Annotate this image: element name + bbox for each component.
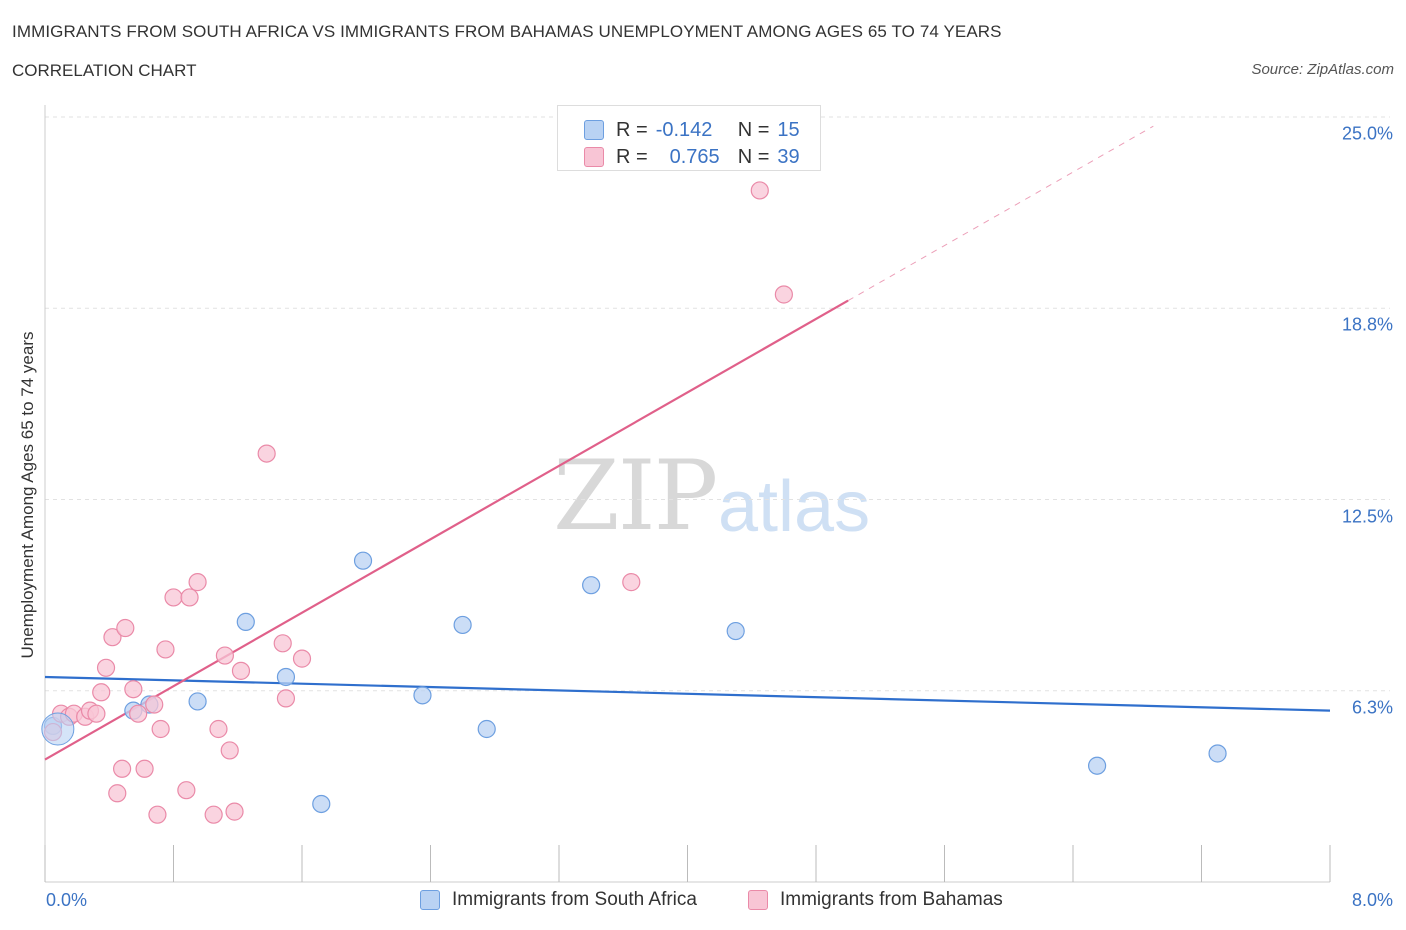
data-point-bahamas <box>112 759 132 778</box>
data-point-bahamas <box>151 719 170 739</box>
data-point-bahamas <box>292 649 312 668</box>
data-point-bahamas <box>156 640 175 659</box>
bottom-legend-swatch-bahamas <box>748 890 768 910</box>
correlation-legend: R = -0.142 N = 15 R = 0.765 N = 39 <box>557 105 821 171</box>
legend-n-value-south-africa: 15 <box>777 118 800 141</box>
data-point-bahamas <box>177 781 196 800</box>
bottom-legend-south-africa[interactable]: Immigrants from South Africa <box>420 889 697 911</box>
chart-title: IMMIGRANTS FROM SOUTH AFRICA VS IMMIGRAN… <box>12 22 1002 41</box>
data-point-bahamas <box>276 689 296 708</box>
data-point-bahamas <box>92 683 111 702</box>
watermark-zip: ZIP <box>553 440 718 552</box>
data-point-bahamas <box>273 634 292 653</box>
bottom-legend-label-bahamas: Immigrants from Bahamas <box>780 889 1003 910</box>
x-tick-label-min: 0.0% <box>46 890 88 910</box>
y-tick-label: 12.5% <box>1341 506 1393 526</box>
data-point-bahamas <box>188 573 207 592</box>
data-point-south-africa <box>1208 744 1227 763</box>
source-credit: Source: ZipAtlas.com <box>1251 61 1394 78</box>
legend-r-label: R = <box>616 145 648 168</box>
data-point-bahamas <box>215 646 234 665</box>
y-tick-label: 6.3% <box>1351 697 1393 718</box>
data-point-bahamas <box>148 805 167 824</box>
bottom-legend-label-south-africa: Immigrants from South Africa <box>452 889 697 910</box>
x-tick-label-max: 8.0% <box>1351 890 1393 910</box>
legend-n-value-bahamas: 39 <box>777 145 800 168</box>
data-point-bahamas <box>87 704 106 723</box>
data-point-bahamas <box>124 680 143 699</box>
data-point-bahamas <box>622 573 641 592</box>
data-point-south-africa <box>1087 756 1107 775</box>
data-point-bahamas <box>164 588 183 607</box>
data-point-bahamas <box>145 695 164 714</box>
data-point-bahamas <box>220 741 239 760</box>
bottom-legend-swatch-south-africa <box>420 890 440 910</box>
data-point-south-africa <box>312 794 331 814</box>
data-point-bahamas <box>209 719 228 739</box>
legend-row-bahamas: R = 0.765 N = 39 <box>584 143 800 171</box>
legend-swatch-bahamas <box>584 147 604 167</box>
chart-subtitle: CORRELATION CHART <box>12 61 197 80</box>
trend-line-extension-bahamas <box>847 125 1154 302</box>
legend-r-value-bahamas: 0.765 <box>669 145 720 168</box>
legend-swatch-south-africa <box>584 120 604 140</box>
data-point-bahamas <box>103 628 122 647</box>
watermark-atlas: atlas <box>718 467 871 547</box>
data-point-bahamas <box>108 784 127 803</box>
data-point-bahamas <box>96 658 116 677</box>
bottom-legend-bahamas[interactable]: Immigrants from Bahamas <box>748 889 1003 911</box>
data-point-south-africa <box>353 551 373 570</box>
data-point-cluster-south-africa <box>41 712 75 746</box>
data-point-bahamas <box>774 285 793 304</box>
y-tick-label: 18.8% <box>1341 314 1393 335</box>
data-point-bahamas <box>129 704 148 723</box>
data-point-bahamas <box>135 759 154 778</box>
trend-line-bahamas <box>44 299 849 761</box>
data-point-south-africa <box>582 576 601 595</box>
data-point-bahamas <box>116 618 135 638</box>
legend-r-value-south-africa: -0.142 <box>655 118 713 141</box>
legend-row-south-africa: R = -0.142 N = 15 <box>584 116 800 144</box>
data-point-bahamas <box>750 181 769 200</box>
data-point-south-africa <box>236 612 255 632</box>
data-point-south-africa <box>477 719 496 739</box>
data-point-bahamas <box>180 588 199 607</box>
data-point-south-africa <box>276 667 296 687</box>
legend-n-label: N = <box>737 118 770 141</box>
data-point-south-africa <box>413 686 432 705</box>
trend-line-south-africa <box>44 675 1331 712</box>
data-point-bahamas <box>225 802 244 821</box>
y-axis-label: Unemployment Among Ages 65 to 74 years <box>18 331 37 659</box>
legend-r-label: R = <box>616 118 648 141</box>
data-point-bahamas <box>231 661 251 680</box>
data-point-south-africa <box>188 692 207 711</box>
data-point-bahamas <box>257 444 276 463</box>
data-point-south-africa <box>726 621 745 641</box>
y-tick-label: 25.0% <box>1341 123 1393 144</box>
legend-n-label: N = <box>737 145 770 168</box>
data-point-bahamas <box>204 805 223 824</box>
data-point-south-africa <box>453 615 472 635</box>
